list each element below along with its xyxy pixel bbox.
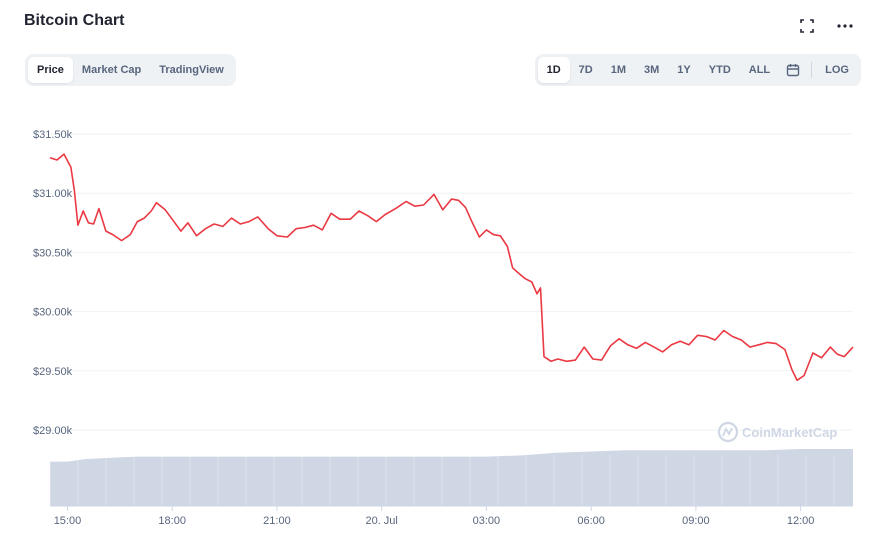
range-1y[interactable]: 1Y bbox=[677, 64, 691, 76]
tab-tradingview[interactable]: TradingView bbox=[159, 64, 224, 76]
fullscreen-icon[interactable] bbox=[797, 16, 817, 36]
x-tick-label: 18:00 bbox=[158, 515, 186, 527]
time-range-tabs: 1D 7D 1M 3M 1Y YTD ALL LOG bbox=[534, 54, 861, 86]
range-7d[interactable]: 7D bbox=[578, 64, 593, 76]
x-tick-label: 06:00 bbox=[577, 515, 605, 527]
x-tick-label: 09:00 bbox=[682, 515, 710, 527]
tab-market-cap[interactable]: Market Cap bbox=[81, 64, 142, 76]
y-tick-label: $30.00k bbox=[33, 307, 73, 319]
y-axis: $31.50k $31.00k $30.50k $30.00k $29.50k $29.0… bbox=[33, 129, 73, 437]
volume-bars bbox=[50, 449, 853, 506]
x-axis: 15:00 18:00 21:00 20. Jul 03:00 06:00 09:00 12:… bbox=[50, 505, 853, 527]
calendar-icon[interactable] bbox=[779, 57, 807, 83]
x-tick-label: 21:00 bbox=[263, 515, 291, 527]
range-1d[interactable]: 1D bbox=[537, 57, 570, 83]
log-scale-toggle[interactable]: LOG bbox=[825, 64, 849, 76]
watermark-text: CoinMarketCap bbox=[742, 425, 837, 440]
grid-lines bbox=[50, 133, 853, 431]
y-tick-label: $31.50k bbox=[33, 129, 73, 141]
range-all[interactable]: ALL bbox=[748, 64, 771, 76]
x-tick-label: 20. Jul bbox=[365, 515, 397, 527]
toolbar-divider bbox=[811, 62, 813, 78]
x-tick-label: 15:00 bbox=[54, 515, 82, 527]
y-tick-label: $29.00k bbox=[33, 425, 73, 437]
y-tick-label: $30.50k bbox=[33, 247, 73, 259]
range-ytd[interactable]: YTD bbox=[708, 64, 731, 76]
price-line-layer bbox=[49, 153, 854, 382]
chart-toolbar-icons bbox=[797, 16, 855, 36]
coinmarketcap-logo-icon bbox=[717, 421, 739, 443]
x-tick-label: 12:00 bbox=[787, 515, 815, 527]
chart-type-tabs: Price Market Cap TradingView bbox=[25, 54, 236, 86]
volume-area bbox=[49, 449, 853, 506]
x-tick-label: 03:00 bbox=[473, 515, 501, 527]
price-line bbox=[49, 153, 854, 382]
tab-price[interactable]: Price bbox=[28, 57, 73, 83]
range-1m[interactable]: 1M bbox=[610, 64, 627, 76]
range-3m[interactable]: 3M bbox=[644, 64, 660, 76]
y-tick-label: $29.50k bbox=[33, 366, 73, 378]
more-icon[interactable] bbox=[835, 16, 855, 36]
y-tick-label: $31.00k bbox=[33, 188, 73, 200]
watermark: CoinMarketCap bbox=[717, 421, 837, 443]
page-title: Bitcoin Chart bbox=[24, 12, 125, 29]
